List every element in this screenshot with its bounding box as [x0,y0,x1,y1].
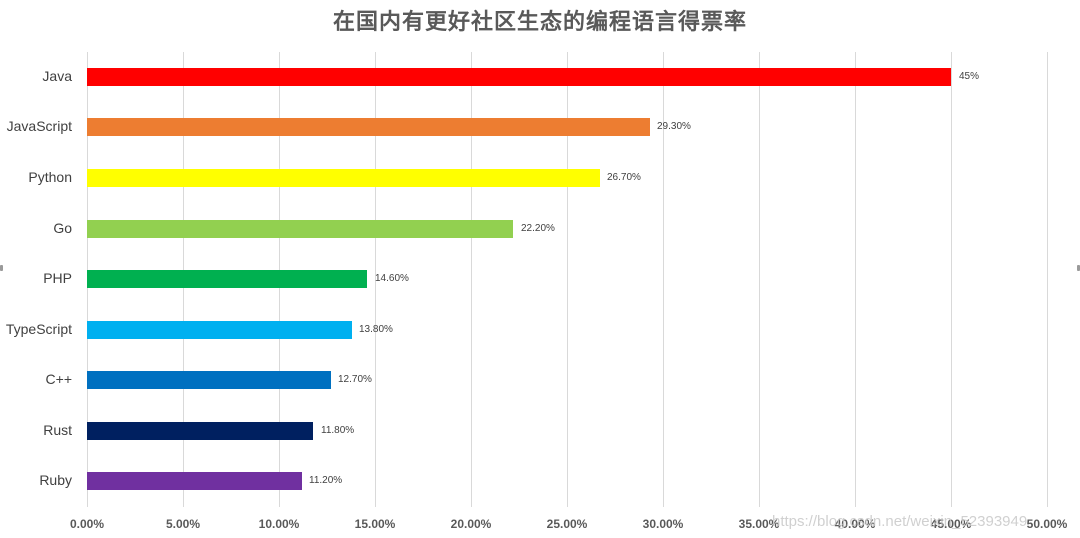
bar-go [87,220,513,238]
x-tick-label: 35.00% [738,517,780,531]
gridline [951,52,952,507]
watermark: https://blog.csdn.net/weixin_52393949 [772,513,1028,530]
x-tick-label: 40.00% [834,517,876,531]
gridline [375,52,376,507]
value-label: 22.20% [521,223,555,234]
category-label-typescript: TypeScript [5,321,72,337]
value-label: 11.80% [321,425,355,436]
x-tick-label: 20.00% [450,517,492,531]
bar-cpp [87,371,331,389]
x-tick-label: 25.00% [546,517,588,531]
category-label-javascript: JavaScript [6,118,72,134]
bar-ruby [87,472,302,490]
x-tick-label: 45.00% [930,517,972,531]
bar-python [87,169,600,187]
x-tick-label: 15.00% [354,517,396,531]
bar-rust [87,422,313,440]
bar-javascript [87,118,650,136]
category-label-python: Python [28,169,72,185]
gridline [471,52,472,507]
category-label-php: PHP [43,270,72,286]
gridline [1047,52,1048,507]
resize-handle-left [0,265,3,271]
gridline [663,52,664,507]
gridline [759,52,760,507]
bar-php [87,270,367,288]
bar-java [87,68,951,86]
value-label: 26.70% [607,172,641,183]
category-label-rust: Rust [43,422,72,438]
gridline [855,52,856,507]
bar-typescript [87,321,352,339]
category-label-go: Go [53,220,72,236]
x-tick-label: 0.00% [69,517,105,531]
x-tick-label: 10.00% [258,517,300,531]
resize-handle-right [1077,265,1080,271]
value-label: 14.60% [375,273,409,284]
category-label-cpp: C++ [45,371,72,387]
value-label: 29.30% [657,121,691,132]
gridline [567,52,568,507]
value-label: 12.70% [338,374,372,385]
value-label: 11.20% [309,475,343,486]
plot-area: 45% 29.30% 26.70% 22.20% 14.60% 13.80% 1… [87,52,1048,507]
category-label-java: Java [42,68,72,84]
category-label-ruby: Ruby [39,472,72,488]
value-label: 45% [959,71,980,82]
value-label: 13.80% [359,324,393,335]
x-tick-label: 30.00% [642,517,684,531]
x-tick-label: 50.00% [1026,517,1068,531]
x-tick-label: 5.00% [165,517,201,531]
chart-title: 在国内有更好社区生态的编程语言得票率 [332,10,747,35]
